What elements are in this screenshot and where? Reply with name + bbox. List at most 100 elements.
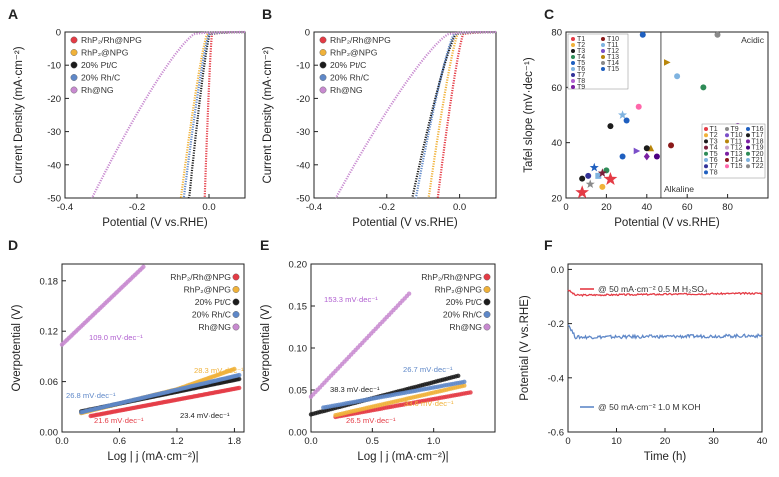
y-axis-title: Overpotential (V) [260,304,272,391]
y-tick-label: -0.2 [548,319,564,330]
x-tick-label: 0 [565,436,570,447]
legend-entry: T9 [577,84,585,91]
data-point [674,73,681,80]
legend-entry: T12 [731,145,743,152]
legend-entry: T16 [752,126,764,133]
series-line [203,31,245,199]
legend-entry: RhP₂@NPG [184,285,232,295]
x-axis-title: Potential (V vs.RHE) [352,217,458,229]
legend-marker [571,49,575,53]
data-point [597,168,607,177]
legend-entry: 20% Pt/C [330,60,366,70]
y-tick-label: -20 [47,94,61,105]
data-point [462,383,467,388]
y-tick-label: 0.10 [289,344,308,355]
x-tick-label: 0.0 [304,436,317,447]
legend-entry: RhP₂@NPG [81,48,129,58]
legend-entry: 20% Rh/C [81,73,120,83]
slope-label: 28.3 mV·dec⁻¹ [194,366,244,375]
x-tick-label: 0.0 [55,436,68,447]
data-point [585,172,592,179]
data-point [714,31,721,38]
y-tick-label: -30 [296,127,310,138]
y-tick-label: 0.06 [40,377,59,388]
legend-marker [232,323,240,331]
legend-marker [571,85,575,89]
legend-entry: T7 [577,72,585,79]
legend-marker [232,311,240,318]
y-tick-label: -10 [47,61,61,72]
data-point [141,264,146,269]
y-tick-label: 0.20 [289,260,308,271]
legend-entry: T8 [577,78,585,85]
x-tick-label: -0.2 [379,202,395,213]
series-line [567,289,763,297]
data-point [595,172,602,179]
data-point [635,103,642,110]
legend-marker [232,286,240,293]
legend-entry: RhP₂/Rh@NPG [81,35,142,45]
y-tick-label: -50 [47,194,61,205]
legend-entry: RhP₂/Rh@NPG [421,272,482,282]
legend-marker [601,43,605,47]
y-tick-label: 80 [551,28,562,39]
series-line [179,31,245,199]
y-tick-label: -0.4 [548,373,564,384]
panel-f: F 0 10 20 30 40 -0.6 -0.4 -0.2 0.0 Time (h) Potenti… [519,237,767,463]
legend-entry: RhP₂/Rh@NPG [330,35,391,45]
slope-label: 23.4 mV·dec⁻¹ [180,411,230,420]
y-tick-label: -50 [296,194,310,205]
data-point [633,147,641,155]
panel-d: D 0.0 0.6 1.2 1.8 0.00 0.06 0.12 0.18 Log | j (mA… [8,237,245,463]
panel-a: A -0.4 -0.2 0.0 -50 -40 -30 -20 -10 0 Potential (V… [8,6,246,229]
legend-entry: T4 [577,54,585,61]
legend-entry: T6 [710,157,718,164]
slope-label: 26.8 mV·dec⁻¹ [66,391,116,400]
legend-entry: T1 [577,36,585,43]
slope-label: 26.7 mV·dec⁻¹ [403,365,453,374]
data-point [668,142,675,149]
data-point [237,376,242,382]
x-tick-label: 60 [682,202,693,213]
x-tick-label: 20 [601,202,612,213]
legend-marker [571,79,575,83]
y-tick-label: 0.00 [40,428,59,439]
legend-marker [601,67,605,71]
legend-entry: T9 [731,126,739,133]
legend-marker [746,133,750,138]
legend-marker [601,61,605,65]
legend-marker [70,86,78,94]
series-line [427,31,496,199]
legend-marker [725,133,729,138]
legend-entry: T13 [731,151,743,158]
x-axis-title: Log | j (mA·cm⁻²)| [107,451,198,463]
legend-marker [704,127,708,131]
y-axis-title: Potential (V vs.RHE) [519,295,531,401]
x-tick-label: 1.2 [170,436,183,447]
y-tick-label: -10 [296,61,310,72]
y-axis-title: Current Density (mA·cm⁻²) [262,46,274,183]
legend-entry: 20% Rh/C [443,310,482,320]
legend-marker [704,164,708,169]
data-point [456,373,461,378]
data-point [618,110,628,119]
legend-entry: RhP₂/Rh@NPG [170,272,231,282]
x-tick-label: -0.4 [57,202,73,213]
legend-marker [571,73,575,77]
legend-marker [70,49,78,56]
legend-marker [483,273,491,281]
legend-marker [483,286,491,293]
legend-marker [601,55,605,59]
legend-entry: 20% Rh/C [330,73,369,83]
legend-entry: RhP₂@NPG [435,285,483,295]
x-tick-label: 40 [757,436,768,447]
y-tick-label: 0.05 [289,386,308,397]
legend-entry: T10 [607,36,619,43]
legend-marker [704,170,708,175]
x-tick-label: 0 [563,202,568,213]
legend-marker [319,74,327,81]
y-tick-label: -0.6 [548,428,564,439]
slope-label: 153.3 mV·dec⁻¹ [324,295,378,304]
legend-entry: RhP₂@NPG [330,48,378,58]
